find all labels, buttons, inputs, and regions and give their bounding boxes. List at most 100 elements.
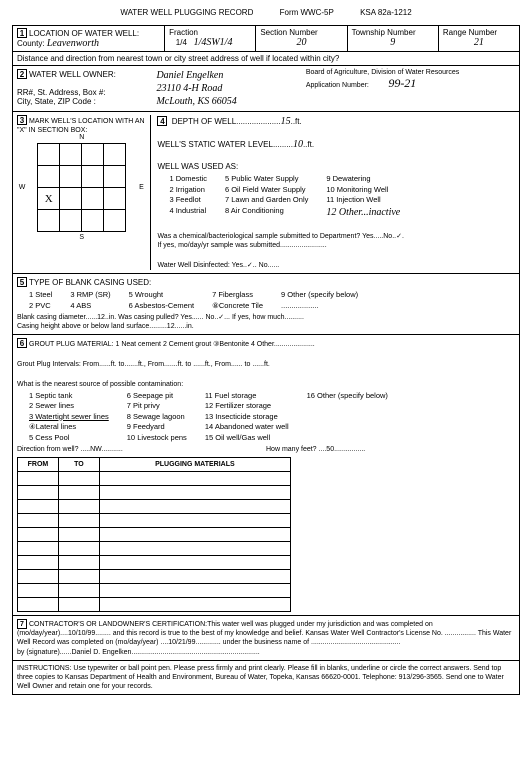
compass-e: E bbox=[136, 184, 146, 191]
title: WATER WELL PLUGGING RECORD bbox=[120, 8, 253, 17]
th-to: TO bbox=[58, 458, 99, 472]
opt[interactable]: 2 Sewer lines bbox=[29, 401, 109, 412]
opt[interactable]: 1 Domestic bbox=[169, 174, 207, 185]
sec-num-1: 1 bbox=[17, 28, 27, 38]
form-id: Form WWC-5P bbox=[280, 8, 334, 17]
opt[interactable]: 1 Septic tank bbox=[29, 391, 109, 402]
frac-label: Fraction bbox=[169, 28, 198, 37]
table-row[interactable] bbox=[18, 500, 59, 514]
sig-line[interactable]: by (signature)......Daniel D. Engelken..… bbox=[17, 649, 260, 656]
grout-label: GROUT PLUG MATERIAL: 1 Neat cement 2 Cem… bbox=[29, 341, 315, 348]
board-block: Board of Agriculture, Division of Water … bbox=[306, 69, 515, 108]
board-label: Board of Agriculture, Division of Water … bbox=[306, 69, 515, 76]
table-row[interactable] bbox=[18, 570, 59, 584]
frac1: 1/4 bbox=[176, 38, 187, 47]
owner-addr: 23110 4-H Road bbox=[156, 82, 305, 95]
sec-num-2: 2 bbox=[17, 69, 27, 79]
opt[interactable]: 15 Oil well/Gas well bbox=[205, 433, 289, 444]
section-field[interactable]: 20 bbox=[260, 37, 342, 48]
chem-label: Was a chemical/bacteriological sample su… bbox=[157, 232, 515, 241]
form-header: WATER WELL PLUGGING RECORD Form WWC-5P K… bbox=[12, 8, 520, 17]
opt[interactable]: 1 Steel bbox=[29, 290, 52, 301]
compass-w: W bbox=[17, 184, 27, 191]
table-row[interactable] bbox=[18, 598, 59, 612]
opt[interactable]: 8 Sewage lagoon bbox=[127, 412, 187, 423]
opt[interactable]: 9 Other (specify below) bbox=[281, 290, 358, 301]
table-row[interactable] bbox=[18, 486, 59, 500]
compass-s: S bbox=[17, 234, 146, 241]
opt[interactable]: 4 Industrial bbox=[169, 206, 207, 217]
opt[interactable]: 3 Watertight sewer lines bbox=[29, 412, 109, 423]
opt[interactable]: 9 Feedyard bbox=[127, 422, 187, 433]
opt[interactable]: 6 Oil Field Water Supply bbox=[225, 185, 308, 196]
sec-num-7: 7 bbox=[17, 619, 27, 629]
opt[interactable]: 10 Livestock pens bbox=[127, 433, 187, 444]
opt[interactable]: ⑧Concrete Tile bbox=[212, 301, 263, 312]
range-field[interactable]: 21 bbox=[443, 37, 515, 48]
intervals: Grout Plug Intervals: From......ft. to..… bbox=[17, 360, 515, 369]
nearest-label: What is the nearest source of possible c… bbox=[17, 380, 515, 389]
table-row[interactable] bbox=[18, 472, 59, 486]
table-row[interactable] bbox=[18, 528, 59, 542]
distance-label: Distance and direction from nearest town… bbox=[13, 52, 520, 66]
opt[interactable]: 10 Monitoring Well bbox=[326, 185, 400, 196]
county-field[interactable]: Leavenworth bbox=[47, 38, 99, 49]
section-6: 6GROUT PLUG MATERIAL: 1 Neat cement 2 Ce… bbox=[12, 334, 520, 616]
opt[interactable]: 11 Injection Well bbox=[326, 195, 400, 206]
mark-label: MARK WELL'S LOCATION WITH AN "X" IN SECT… bbox=[17, 118, 145, 134]
depth-val[interactable]: 15 bbox=[281, 116, 291, 127]
opt[interactable]: 13 Insecticide storage bbox=[205, 412, 289, 423]
cert-text: CONTRACTOR'S OR LANDOWNER'S CERTIFICATIO… bbox=[17, 621, 511, 646]
app-label: Application Number: bbox=[306, 82, 369, 89]
casing-options: 1 Steel2 PVC 3 RMP (SR)4 ABS 5 Wrought6 … bbox=[29, 290, 515, 311]
opt[interactable]: 8 Air Conditioning bbox=[225, 206, 308, 217]
table-row[interactable] bbox=[18, 514, 59, 528]
chem-date: If yes, mo/day/yr sample was submitted..… bbox=[157, 241, 515, 250]
th-mat: PLUGGING MATERIALS bbox=[99, 458, 290, 472]
opt[interactable]: 6 Seepage pit bbox=[127, 391, 187, 402]
opt[interactable]: 2 PVC bbox=[29, 301, 52, 312]
depth-label: DEPTH OF WELL bbox=[172, 117, 236, 126]
location-grid[interactable]: X bbox=[37, 143, 126, 232]
twp-label: Township Number bbox=[352, 28, 416, 37]
use-options: 1 Domestic2 Irrigation3 Feedlot4 Industr… bbox=[169, 174, 515, 220]
static-val[interactable]: 10 bbox=[293, 139, 303, 150]
opt[interactable]: ④Lateral lines bbox=[29, 422, 109, 433]
opt[interactable]: 3 RMP (SR) bbox=[70, 290, 110, 301]
opt[interactable]: 5 Wrought bbox=[129, 290, 194, 301]
opt[interactable]: .................. bbox=[281, 301, 358, 312]
opt[interactable]: 6 Asbestos-Cement bbox=[129, 301, 194, 312]
opt[interactable]: 3 Feedlot bbox=[169, 195, 207, 206]
table-row[interactable] bbox=[18, 584, 59, 598]
frac2[interactable]: 1/4SW1/4 bbox=[194, 37, 233, 48]
opt[interactable]: 9 Dewatering bbox=[326, 174, 400, 185]
static-label: WELL'S STATIC WATER LEVEL bbox=[157, 140, 272, 149]
height-line: Casing height above or below land surfac… bbox=[17, 322, 515, 331]
instructions: INSTRUCTIONS: Use typewriter or ball poi… bbox=[12, 660, 520, 695]
opt[interactable]: 5 Public Water Supply bbox=[225, 174, 308, 185]
section-3-4: 3MARK WELL'S LOCATION WITH AN "X" IN SEC… bbox=[12, 111, 520, 274]
township-field[interactable]: 9 bbox=[352, 37, 434, 48]
used-label: WELL WAS USED AS: bbox=[157, 162, 238, 171]
opt[interactable]: 5 Cess Pool bbox=[29, 433, 109, 444]
opt[interactable]: 2 Irrigation bbox=[169, 185, 207, 196]
rng-label: Range Number bbox=[443, 28, 497, 37]
opt[interactable]: 12 Fertilizer storage bbox=[205, 401, 289, 412]
table-row[interactable] bbox=[18, 542, 59, 556]
opt[interactable]: 4 ABS bbox=[70, 301, 110, 312]
opt[interactable]: 14 Abandoned water well bbox=[205, 422, 289, 433]
depth-ft: ft. bbox=[295, 117, 302, 126]
opt[interactable]: 7 Lawn and Garden Only bbox=[225, 195, 308, 206]
opt[interactable]: 11 Fuel storage bbox=[205, 391, 289, 402]
loc-label: LOCATION OF WATER WELL: bbox=[29, 29, 139, 38]
opt[interactable]: 16 Other (specify below) bbox=[307, 391, 388, 402]
owner-fields[interactable]: Daniel Engelken 23110 4-H Road McLouth, … bbox=[156, 69, 305, 108]
county-label: County: bbox=[17, 39, 45, 48]
opt[interactable]: 7 Fiberglass bbox=[212, 290, 263, 301]
opt[interactable]: 12 Other...inactive bbox=[326, 206, 400, 220]
sec-label: Section Number bbox=[260, 28, 317, 37]
table-row[interactable] bbox=[18, 556, 59, 570]
app-num[interactable]: 99-21 bbox=[388, 76, 416, 90]
opt[interactable]: 7 Pit privy bbox=[127, 401, 187, 412]
sec-num-5: 5 bbox=[17, 277, 27, 287]
